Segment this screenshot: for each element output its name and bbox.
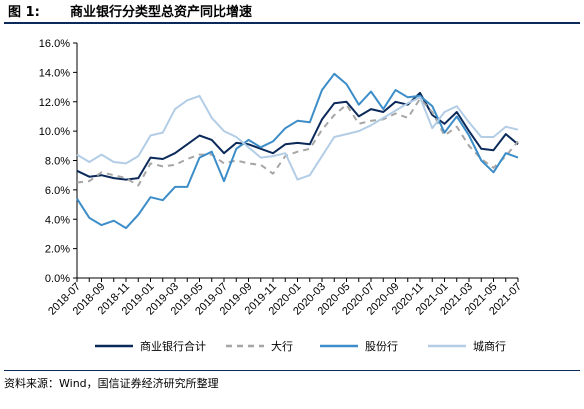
legend-label: 股份行 [365,340,398,353]
chart-legend: 商业银行合计 大行 股份行 城商行 [95,339,506,353]
y-tick-label: 6.0% [45,185,70,197]
y-tick-label: 0.0% [45,273,70,285]
series-line [76,94,519,181]
line-chart: 0.0% 2.0% 4.0% 6.0% 8.0% 10.0% 12.0% 14.0% 16.0%… [39,38,524,353]
y-tick-label: 12.0% [39,97,70,109]
figure-number: 图 1: [8,5,40,20]
chart-series [76,72,519,230]
figure-title-bar: 图 1: 商业银行分类型总资产同比增速 [4,0,580,24]
y-tick-label: 10.0% [39,126,70,138]
series-line [76,97,519,187]
source-note: 资料来源：Wind，国信证券经济研究所整理 [4,370,580,391]
legend-label: 大行 [271,339,293,353]
legend-label: 城商行 [473,339,506,353]
figure-title: 商业银行分类型总资产同比增速 [70,5,253,20]
y-tick-label: 2.0% [45,244,70,256]
series-line [76,91,519,181]
legend-label: 商业银行合计 [140,339,206,353]
series-line [76,72,519,230]
y-tick-label: 8.0% [45,156,70,168]
y-tick-label: 16.0% [39,38,70,50]
y-tick-label: 4.0% [45,214,70,226]
y-tick-label: 14.0% [39,67,70,79]
